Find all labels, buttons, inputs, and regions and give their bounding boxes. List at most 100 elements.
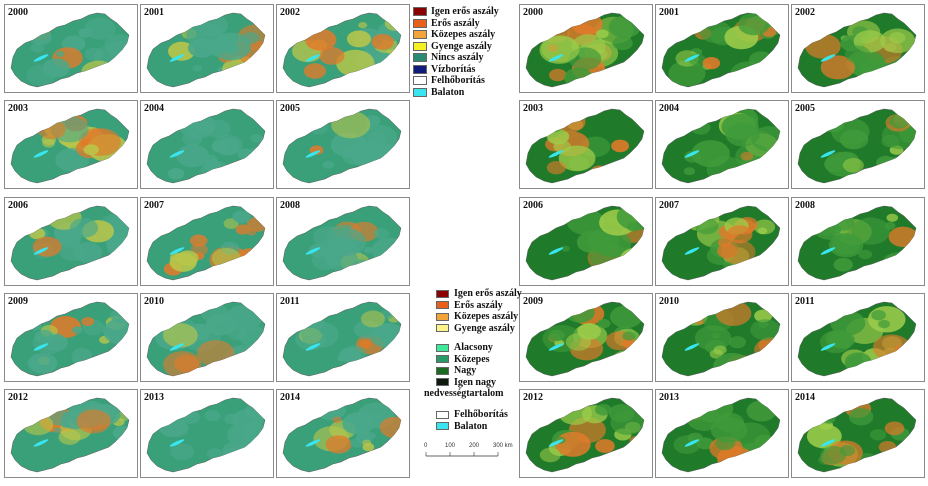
- legend-moisture-label: Közepes: [454, 353, 490, 365]
- right-region-patch: [711, 332, 720, 339]
- left-region-patch: [200, 160, 230, 181]
- right-map-2004: [661, 108, 781, 184]
- left-panel-2006: 2006: [4, 197, 138, 286]
- right-region-patch: [564, 67, 593, 87]
- legend-other-swatch: [436, 410, 449, 419]
- right-region-patch: [872, 334, 911, 361]
- right-region-patch: [629, 436, 641, 445]
- right-lake-balaton: [684, 343, 700, 351]
- left-region-patch: [371, 237, 401, 263]
- right-region-patch: [686, 407, 721, 431]
- legend-top-label: Igen erős aszály: [431, 6, 499, 18]
- left-region-patch: [42, 58, 70, 78]
- right-region-patch: [597, 319, 611, 329]
- right-region-patch: [889, 32, 906, 44]
- left-year-label: 2008: [280, 200, 300, 211]
- right-region-patch: [730, 61, 764, 85]
- left-region-patch: [227, 68, 256, 87]
- right-region-patch: [619, 247, 644, 271]
- legend-moisture-item: Nagy: [436, 365, 522, 377]
- left-region-patch: [216, 263, 234, 276]
- right-region-patch: [608, 263, 619, 272]
- left-region-patch: [180, 410, 201, 424]
- right-region-patch: [539, 447, 561, 463]
- right-lake-balaton: [548, 54, 564, 62]
- legend-drought-label: Gyenge aszály: [454, 322, 515, 334]
- right-region-patch: [690, 120, 711, 135]
- legend-top-swatch: [413, 64, 427, 74]
- right-map-2000: [525, 12, 645, 88]
- right-panel-2003: 2003: [519, 100, 653, 189]
- right-panel-2001: 2001: [655, 4, 789, 93]
- right-region-patch: [878, 319, 891, 329]
- left-region-patch: [380, 160, 401, 183]
- right-year-label: 2000: [523, 7, 543, 18]
- left-region-patch: [190, 121, 200, 129]
- left-region-patch: [326, 228, 367, 257]
- right-panel-2004: 2004: [655, 100, 789, 189]
- left-region-patch: [84, 17, 116, 40]
- right-lake-balaton: [684, 150, 700, 158]
- left-country-shape: [146, 108, 266, 184]
- legend-other-item: Balaton: [436, 421, 522, 433]
- legend-moisture-label: Alacsony: [454, 342, 493, 354]
- right-panel-2013: 2013: [655, 389, 789, 478]
- left-region-patch: [189, 234, 208, 247]
- right-region-patch: [596, 29, 609, 39]
- right-region-patch: [858, 249, 873, 260]
- left-lake-balaton: [169, 439, 185, 447]
- scale-bar: 0 100 200 300 km: [423, 443, 515, 469]
- right-year-label: 2001: [659, 7, 679, 18]
- right-map-2001: [661, 12, 781, 88]
- left-lake-balaton: [169, 343, 185, 351]
- right-region-patch: [895, 348, 916, 371]
- right-map-2010: [661, 301, 781, 377]
- left-panel-2004: 2004: [140, 100, 274, 189]
- legend-drought-swatch: [436, 312, 449, 321]
- left-region-patch: [163, 351, 202, 376]
- left-region-patch: [81, 60, 116, 85]
- right-region-patch: [871, 310, 886, 321]
- left-year-label: 2012: [8, 392, 28, 403]
- left-region-patch: [109, 262, 121, 271]
- left-region-patch: [250, 133, 263, 143]
- left-panel-2014: 2014: [276, 389, 410, 478]
- right-region-patch: [888, 226, 916, 248]
- left-map-2010: [146, 301, 266, 377]
- legend-drought-item: Igen erős aszály: [436, 288, 522, 300]
- right-region-patch: [831, 118, 870, 146]
- left-region-patch: [167, 168, 185, 180]
- left-region-patch: [249, 355, 265, 371]
- left-region-patch: [359, 339, 372, 349]
- left-year-label: 2005: [280, 103, 300, 114]
- right-region-patch: [869, 429, 887, 441]
- left-panel-2011: 2011: [276, 293, 410, 382]
- legend-top-swatch: [413, 18, 427, 28]
- right-region-patch: [611, 350, 643, 373]
- right-region-patch: [668, 60, 706, 87]
- legend-moisture-item: Közepes: [436, 354, 522, 366]
- scale-bar-graphic: [425, 452, 499, 457]
- left-region-patch: [30, 43, 44, 53]
- left-lake-balaton: [33, 54, 49, 62]
- left-region-patch: [237, 148, 256, 161]
- left-year-label: 2002: [280, 7, 300, 18]
- left-region-patch: [211, 32, 252, 61]
- right-region-patch: [621, 163, 630, 170]
- legend-top-swatch: [413, 30, 427, 40]
- right-region-patch: [553, 140, 572, 153]
- right-lake-balaton: [548, 343, 564, 351]
- left-region-patch: [162, 323, 198, 348]
- legend-top-swatch: [413, 7, 427, 17]
- left-region-patch: [49, 316, 82, 338]
- left-region-patch: [169, 116, 178, 123]
- right-region-patch: [558, 145, 596, 172]
- right-region-patch: [740, 151, 754, 161]
- right-region-patch: [612, 36, 633, 51]
- legend-top-swatch: [413, 87, 427, 97]
- right-lake-balaton: [684, 247, 700, 255]
- legend-top-item: Erős aszály: [413, 18, 499, 30]
- left-lake-balaton: [169, 150, 185, 158]
- left-map-2003: [10, 108, 130, 184]
- right-region-patch: [549, 68, 567, 82]
